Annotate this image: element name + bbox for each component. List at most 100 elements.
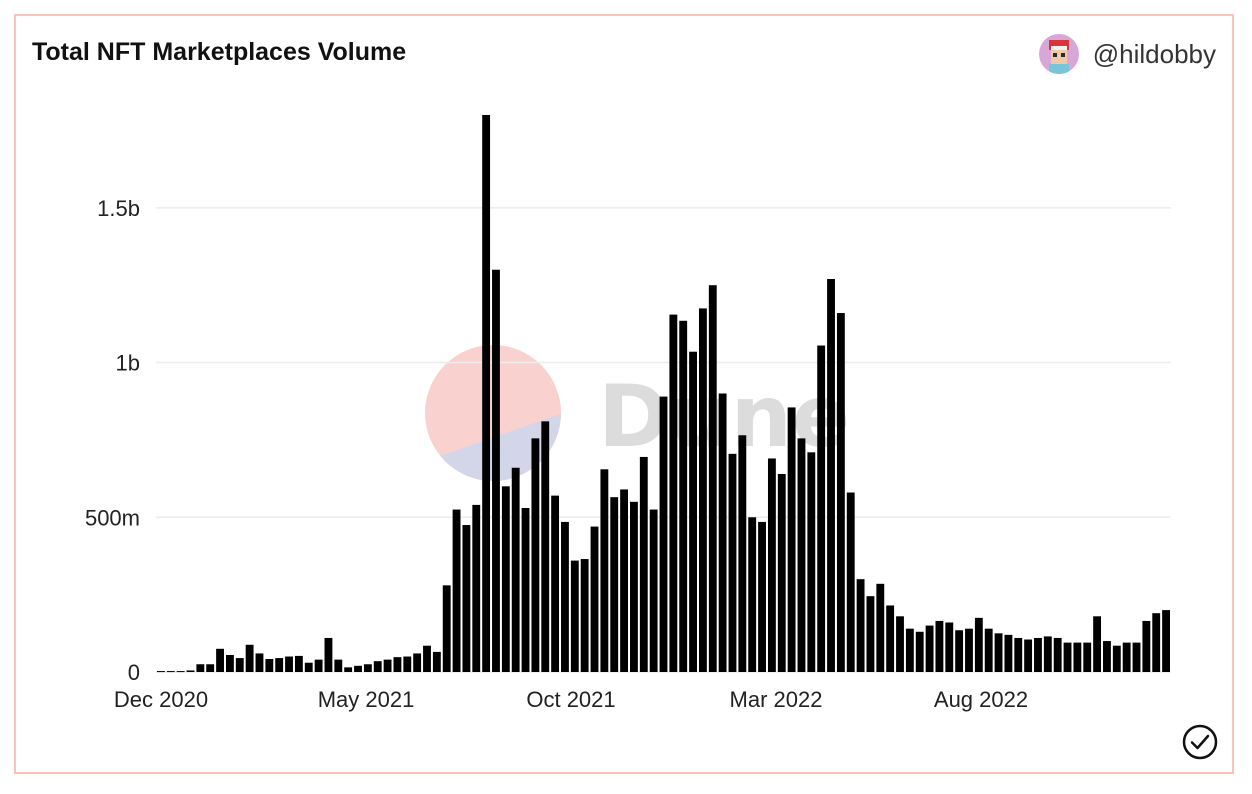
bar[interactable] xyxy=(738,435,747,672)
bar[interactable] xyxy=(974,617,983,672)
bar[interactable] xyxy=(994,633,1003,672)
bar[interactable] xyxy=(1142,620,1151,672)
bar[interactable] xyxy=(876,583,885,672)
bar[interactable] xyxy=(1132,642,1141,672)
bar[interactable] xyxy=(541,421,550,672)
bar[interactable] xyxy=(649,509,658,672)
bar[interactable] xyxy=(846,492,855,672)
bar[interactable] xyxy=(275,658,284,672)
bar[interactable] xyxy=(767,458,776,672)
bar[interactable] xyxy=(935,620,944,672)
bar[interactable] xyxy=(945,622,954,672)
bar[interactable] xyxy=(1122,642,1131,672)
bar[interactable] xyxy=(689,351,697,672)
bar[interactable] xyxy=(758,521,766,672)
bar[interactable] xyxy=(1103,641,1111,672)
bar[interactable] xyxy=(1014,637,1023,672)
bar[interactable] xyxy=(373,661,382,672)
bar[interactable] xyxy=(1053,637,1062,672)
bar[interactable] xyxy=(777,473,786,672)
bar[interactable] xyxy=(432,651,441,672)
bar[interactable] xyxy=(551,495,560,672)
bar[interactable] xyxy=(511,467,520,672)
bar[interactable] xyxy=(501,486,510,672)
bar[interactable] xyxy=(639,456,648,672)
bar[interactable] xyxy=(955,630,964,672)
author-badge[interactable]: @hildobby xyxy=(1038,34,1216,74)
bar[interactable] xyxy=(206,664,215,672)
bar[interactable] xyxy=(905,628,914,672)
bar[interactable] xyxy=(570,560,579,672)
bar[interactable] xyxy=(157,671,165,673)
bar[interactable] xyxy=(166,671,175,673)
bar[interactable] xyxy=(344,667,353,672)
bar[interactable] xyxy=(1162,610,1170,672)
bar[interactable] xyxy=(403,656,412,672)
bar[interactable] xyxy=(600,469,609,672)
bar[interactable] xyxy=(886,605,895,672)
bar[interactable] xyxy=(698,308,707,672)
bar[interactable] xyxy=(984,628,993,672)
bar[interactable] xyxy=(1152,613,1161,672)
bar[interactable] xyxy=(462,525,471,672)
bar[interactable] xyxy=(748,517,757,672)
bar[interactable] xyxy=(196,664,205,672)
bar[interactable] xyxy=(817,345,826,672)
bar[interactable] xyxy=(216,648,224,672)
bar[interactable] xyxy=(659,396,668,672)
bar[interactable] xyxy=(314,659,323,672)
bar[interactable] xyxy=(304,662,313,672)
bar[interactable] xyxy=(324,637,333,672)
bar[interactable] xyxy=(225,654,234,672)
bar[interactable] xyxy=(1004,634,1013,672)
bar[interactable] xyxy=(531,438,540,672)
bar[interactable] xyxy=(393,657,402,672)
bar[interactable] xyxy=(669,314,678,672)
bar[interactable] xyxy=(1063,642,1072,672)
bar[interactable] xyxy=(423,645,431,672)
bar[interactable] xyxy=(965,628,973,672)
bar[interactable] xyxy=(836,313,845,672)
author-handle[interactable]: @hildobby xyxy=(1092,38,1216,69)
bar[interactable] xyxy=(787,407,796,672)
bar[interactable] xyxy=(482,115,491,672)
bar[interactable] xyxy=(866,596,875,672)
bar[interactable] xyxy=(255,653,264,672)
bar[interactable] xyxy=(245,644,254,672)
bar[interactable] xyxy=(1083,642,1092,672)
bar[interactable] xyxy=(1034,637,1042,672)
bar[interactable] xyxy=(492,269,500,672)
bar[interactable] xyxy=(708,285,717,672)
bar[interactable] xyxy=(807,452,816,672)
bar[interactable] xyxy=(1073,642,1082,672)
bar[interactable] xyxy=(521,507,530,672)
bar[interactable] xyxy=(925,625,934,672)
bar[interactable] xyxy=(285,656,293,672)
bar[interactable] xyxy=(413,653,422,672)
bar[interactable] xyxy=(334,659,343,672)
bar[interactable] xyxy=(1043,636,1052,672)
bar[interactable] xyxy=(1024,639,1033,672)
bar[interactable] xyxy=(452,509,461,672)
bar[interactable] xyxy=(176,671,185,673)
bar[interactable] xyxy=(856,579,865,672)
bar[interactable] xyxy=(1112,645,1121,672)
bar[interactable] xyxy=(827,279,835,672)
bar[interactable] xyxy=(472,504,481,672)
bar[interactable] xyxy=(630,501,638,672)
bar[interactable] xyxy=(1093,616,1102,672)
bar[interactable] xyxy=(797,438,806,672)
bar[interactable] xyxy=(235,658,244,672)
bar[interactable] xyxy=(728,453,737,672)
bar[interactable] xyxy=(363,664,372,672)
bar[interactable] xyxy=(590,526,599,672)
bar[interactable] xyxy=(610,497,619,672)
bar[interactable] xyxy=(354,665,362,672)
bar[interactable] xyxy=(915,631,924,672)
bar[interactable] xyxy=(580,559,589,672)
bar[interactable] xyxy=(718,393,727,673)
bar[interactable] xyxy=(896,616,904,672)
bar[interactable] xyxy=(186,670,195,672)
bar[interactable] xyxy=(442,585,451,672)
bar[interactable] xyxy=(620,489,629,672)
